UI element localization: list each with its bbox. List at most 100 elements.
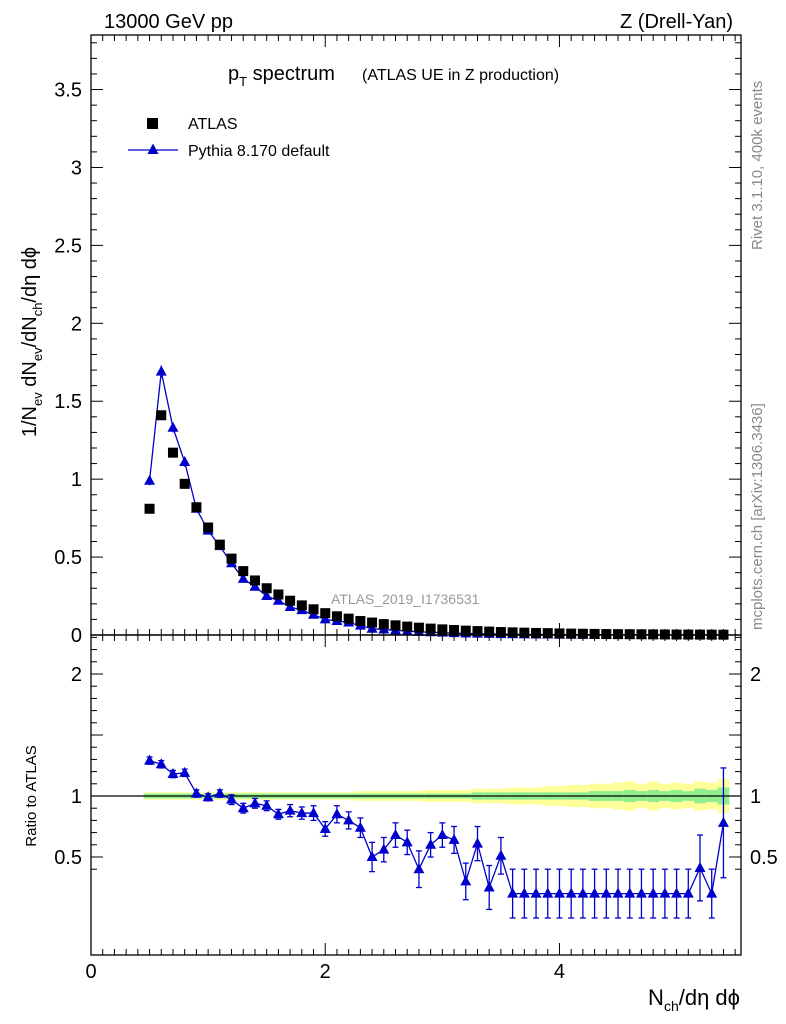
ratio-series [144,754,729,919]
data-point [285,595,296,606]
mc-point [261,590,273,601]
ratio-point [261,799,273,810]
mc-point [366,622,378,633]
ratio-point [167,768,179,779]
header-right: Z (Drell-Yan) [620,11,733,33]
ratio-point [436,829,448,840]
mc-point [272,594,284,605]
y-tick-label-top: 2.5 [54,235,82,257]
mc-point [179,456,191,467]
y-axis-label-bottom: Ratio to ATLAS [23,745,40,846]
data-point [367,617,378,628]
ratio-point [682,887,694,898]
ratio-point [717,816,729,827]
ratio-point [366,851,378,861]
ratio-point [179,766,191,777]
ratio-point [471,837,483,848]
ratio-point [706,887,718,898]
data-point [413,622,424,633]
ratio-point [647,887,659,898]
ratio-point [600,887,612,898]
ratio-point [495,849,507,860]
x-tick-label: 0 [85,961,96,983]
uncertainty-band [91,778,741,814]
legend-label-pythia: Pythia 8.170 default [188,143,330,160]
data-point [144,503,155,514]
data-point [214,539,225,550]
y-tick-label-top: 1 [71,469,82,491]
ratio-line [149,759,725,896]
data-point [238,566,249,577]
y-tick-label-ratio-right: 2 [750,664,761,686]
data-point [191,502,202,513]
data-point [167,447,178,458]
x-tick-label: 4 [554,961,565,983]
ratio-point [354,821,366,832]
ratio-point [483,881,495,892]
data-point [390,620,401,631]
data-point [226,553,237,564]
ratio-point [589,887,601,898]
ratio-point [190,787,202,798]
ratio-panel-frame [90,634,742,956]
y-tick-label-top: 0 [71,625,82,647]
ratio-point [553,887,565,898]
ratio-point [448,833,460,844]
ratio-point [226,793,238,804]
ratio-clip-group [144,754,729,919]
mc-point [319,613,331,624]
plot-subtitle: (ATLAS UE in Z production) [362,67,559,84]
ratio-point [343,814,355,825]
ratio-point [331,808,343,819]
ratio-point [237,802,249,813]
ratio-point [577,887,589,898]
ratio-point [565,887,577,898]
ratio-point [202,791,214,802]
ratio-point [401,836,413,847]
ratio-point [214,787,226,798]
y-tick-label-ratio-right: 0.5 [750,847,778,869]
data-point [296,600,307,611]
ratio-point [530,887,542,898]
y-tick-label-ratio: 0.5 [54,847,82,869]
legend-label-atlas: ATLAS [188,116,238,133]
data-point [402,621,413,632]
ratio-point [378,843,390,854]
y-tick-label-ratio: 1 [71,786,82,808]
ratio-point [694,861,706,872]
ratio-point [155,758,167,769]
ratio-point [507,887,519,898]
data-point [273,589,284,600]
data-point [261,583,272,594]
ratio-point [272,808,284,819]
data-point [156,410,167,421]
ratio-point [542,887,554,898]
mc-point [237,572,249,583]
y-tick-label-top: 2 [71,313,82,335]
ratio-point [518,887,530,898]
x-axis-label: Nch/dη dϕ [648,985,740,1014]
data-point [355,615,366,626]
y-tick-label-ratio: 2 [71,664,82,686]
ratio-point [249,797,261,808]
legend-marker-pythia [147,143,159,154]
header-left: 13000 GeV pp [104,11,233,33]
analysis-watermark: ATLAS_2019_I1736531 [331,591,480,607]
mc-point [249,580,261,591]
data-point [249,575,260,586]
y-tick-label-ratio-right: 1 [750,786,761,808]
ratio-point [671,887,683,898]
y-axis-label-top: 1/Nev dNev/dNch/dη dϕ [19,247,45,437]
data-point [378,619,389,630]
ratio-point [296,807,308,818]
data-point [343,613,354,624]
plot-title: pT spectrum [228,63,335,89]
ratio-point [612,887,624,898]
data-point [320,608,331,619]
axes: 0 2 4 0 0.5 1 1.5 2 2.5 3 3.5 0.5 0.5 1 1 2 2 [54,34,778,983]
rivet-label: Rivet 3.1.10, 400k events [749,81,766,250]
ratio-point [319,822,331,833]
mcplots-label: mcplots.cern.ch [arXiv:1306.3436] [749,403,766,630]
ratio-point [413,863,425,874]
